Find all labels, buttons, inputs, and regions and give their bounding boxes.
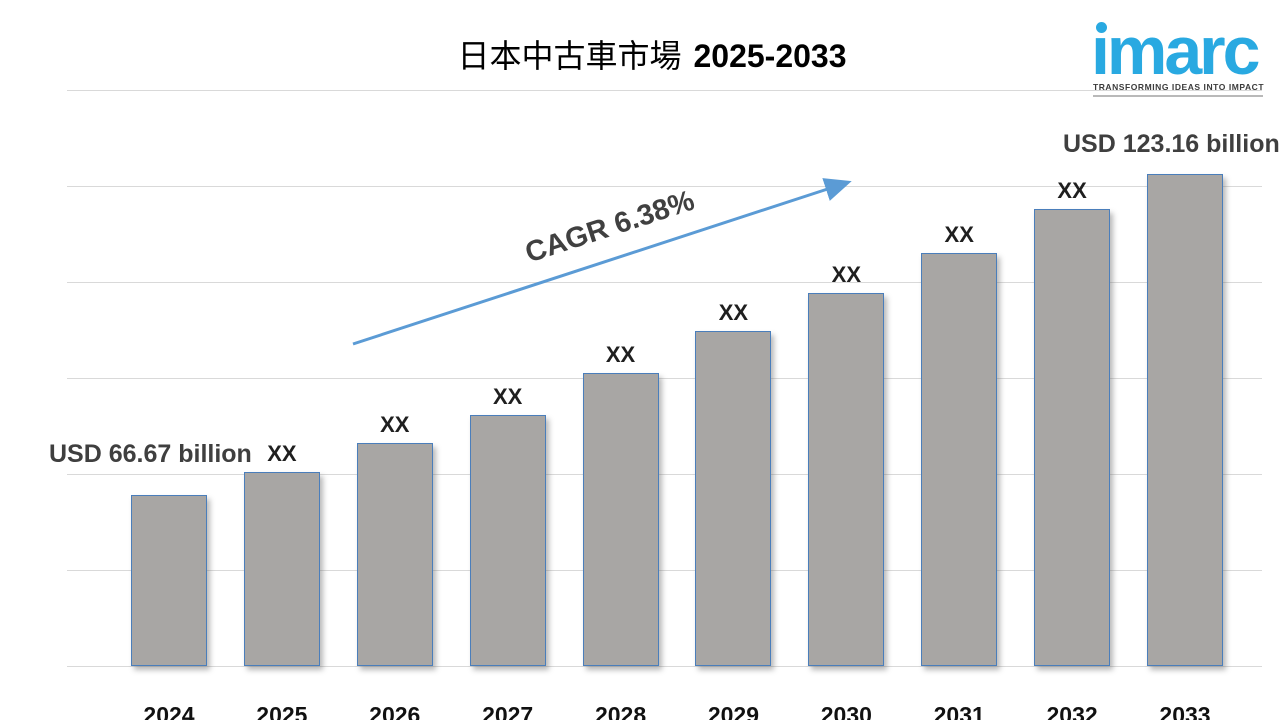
chart-title-main: 日本中古車市場: [457, 38, 682, 74]
value-label-2028: XX: [605, 342, 636, 367]
gridline: [67, 474, 1262, 475]
chart-title: 日本中古車市場 2025-2033: [12, 34, 1280, 78]
imarc-logo: ımarc TRANSFORMING IDEAS INTO IMPACT: [1091, 13, 1264, 98]
value-label-2029: XX: [718, 300, 749, 325]
bar-2031: [921, 253, 998, 666]
value-label-2026: XX: [380, 412, 410, 437]
value-label-2030: XX: [831, 262, 861, 287]
x-tick-2033: 2033: [1159, 702, 1211, 720]
bar-2027: [469, 415, 546, 666]
value-label-2031: XX: [944, 222, 974, 247]
imarc-logo-wordmark: ımarc: [1091, 13, 1260, 89]
first-value-label: USD 66.67 billion: [49, 440, 252, 468]
bar-column-2025: XX: [243, 441, 320, 666]
gridline: [67, 570, 1262, 571]
x-tick-2030: 2030: [820, 702, 872, 720]
bar-2028: [582, 373, 659, 666]
gridline: [67, 666, 1262, 667]
gridline: [67, 90, 1262, 91]
chart-title-range: 2025-2033: [693, 38, 847, 74]
gridline: [67, 186, 1262, 187]
imarc-logo-dot-icon: [1096, 22, 1107, 33]
bar-column-2030: XX: [808, 262, 885, 666]
bar-2026: [356, 443, 433, 666]
x-tick-2024: 2024: [143, 702, 195, 720]
value-label-2025: XX: [267, 441, 297, 466]
x-tick-2027: 2027: [482, 702, 534, 720]
bar-2025: [243, 472, 320, 666]
bar-column-2031: XX: [921, 222, 998, 666]
bar-column-2033: [1147, 174, 1223, 666]
gridline: [67, 282, 1262, 283]
cagr-arrow-line: [352, 178, 852, 346]
bar-2030: [808, 293, 885, 666]
bar-column-2024: [131, 495, 207, 666]
x-tick-2032: 2032: [1046, 702, 1098, 720]
x-tick-2028: 2028: [594, 702, 647, 720]
bar-column-2032: XX: [1034, 178, 1111, 666]
bar-column-2027: XX: [469, 384, 546, 666]
value-label-2027: XX: [492, 384, 523, 409]
last-value-label: USD 123.16 billion: [1063, 130, 1280, 158]
bar-2029: [695, 331, 772, 666]
imarc-logo-tagline: TRANSFORMING IDEAS INTO IMPACT: [1093, 82, 1264, 97]
x-tick-2026: 2026: [369, 702, 421, 720]
bar-column-2029: XX: [695, 300, 772, 666]
x-tick-2029: 2029: [707, 702, 760, 720]
gridline: [67, 378, 1262, 379]
x-tick-2031: 2031: [933, 702, 985, 720]
bar-column-2028: XX: [582, 342, 659, 666]
bar-2033: [1147, 174, 1223, 666]
bar-2024: [131, 495, 207, 666]
bar-2032: [1034, 209, 1111, 666]
value-label-2032: XX: [1057, 178, 1087, 203]
x-tick-2025: 2025: [256, 702, 308, 720]
bar-column-2026: XX: [356, 412, 433, 666]
